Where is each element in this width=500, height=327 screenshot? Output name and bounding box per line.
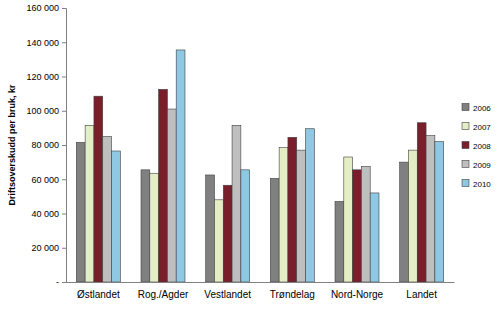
bar (279, 148, 288, 282)
x-tick: Østlandet (77, 282, 120, 300)
y-axis-title: Driftsoverskudd per bruk, kr (7, 84, 17, 206)
x-tick-label: Vestlandet (204, 289, 251, 300)
legend-item: 2009 (462, 161, 491, 170)
y-tick-label: 40 000 (31, 209, 59, 219)
x-tick: Nord-Norge (331, 282, 384, 300)
legend-item: 2007 (462, 123, 491, 132)
bar (112, 151, 121, 282)
bar (103, 136, 112, 282)
y-axis: - 20 000 40 000 60 000 80 000 100 000 120 000 1… (26, 3, 66, 287)
bar (361, 166, 370, 282)
y-tick-label: 80 000 (31, 140, 59, 150)
y-tick: 40 000 (31, 209, 66, 219)
bar (159, 89, 168, 282)
bar (176, 50, 185, 282)
x-axis: Østlandet Rog./Agder Vestlandet Trøndelag No… (67, 282, 455, 300)
y-tick-label: 60 000 (31, 175, 59, 185)
y-tick: 20 000 (31, 243, 66, 253)
bar (214, 200, 223, 282)
x-tick: Trøndelag (270, 282, 315, 300)
bar (408, 150, 417, 282)
bar (232, 125, 241, 282)
bar (417, 123, 426, 282)
bar (335, 202, 344, 282)
series (94, 89, 426, 282)
x-axis-line (67, 282, 455, 283)
y-tick: 140 000 (26, 38, 66, 48)
y-tick-label: 20 000 (31, 243, 59, 253)
y-tick: 120 000 (26, 72, 66, 82)
y-tick: 80 000 (31, 140, 66, 150)
bar (400, 162, 409, 282)
bar (241, 170, 250, 282)
x-tick-label: Østlandet (77, 289, 120, 300)
series (112, 50, 444, 282)
bar (426, 136, 435, 282)
series (103, 109, 435, 282)
y-tick: 160 000 (26, 3, 66, 13)
bars (76, 50, 443, 282)
y-tick-label: 160 000 (26, 3, 59, 13)
y-tick-mark (62, 179, 66, 180)
legend-swatch (462, 104, 469, 111)
legend-label: 2006 (473, 104, 491, 113)
legend-swatch (462, 123, 469, 130)
bar (167, 109, 176, 282)
x-tick-label: Landet (406, 289, 437, 300)
y-tick-mark (62, 77, 66, 78)
x-tick: Vestlandet (204, 282, 251, 300)
y-tick-mark (62, 145, 66, 146)
y-tick-label: 140 000 (26, 38, 59, 48)
bar (85, 125, 94, 282)
x-tick: Rog./Agder (138, 282, 189, 300)
bar (206, 175, 215, 282)
y-tick-mark (62, 8, 66, 9)
chart: - 20 000 40 000 60 000 80 000 100 000 120 000 1… (0, 0, 500, 327)
bar (223, 185, 232, 282)
bar (306, 129, 315, 282)
y-tick-label: 120 000 (26, 72, 59, 82)
legend-label: 2009 (473, 161, 491, 170)
bar (76, 142, 85, 282)
y-tick-mark (62, 214, 66, 215)
legend-item: 2008 (462, 142, 491, 151)
y-tick-label: 100 000 (26, 106, 59, 116)
legend-item: 2010 (462, 180, 491, 189)
bar (297, 150, 306, 282)
bar (370, 193, 379, 282)
y-tick-mark (62, 282, 66, 283)
x-tick-label: Rog./Agder (138, 289, 189, 300)
y-tick: - (56, 277, 66, 287)
legend-swatch (462, 161, 469, 168)
y-axis-line (62, 9, 67, 283)
bar (270, 178, 279, 282)
bar (150, 173, 159, 282)
y-tick-mark (62, 248, 66, 249)
x-tick-label: Trøndelag (270, 289, 315, 300)
series (76, 142, 408, 282)
legend-label: 2007 (473, 123, 491, 132)
bar (435, 142, 444, 282)
y-tick: 60 000 (31, 175, 66, 185)
y-tick: 100 000 (26, 106, 66, 116)
bar (141, 170, 150, 282)
x-tick: Landet (406, 282, 437, 300)
bar (288, 137, 297, 282)
bar (94, 96, 103, 282)
y-tick-mark (62, 42, 66, 43)
legend-label: 2008 (473, 142, 491, 151)
y-tick-mark (62, 111, 66, 112)
series (85, 125, 417, 282)
bar (344, 157, 353, 282)
bar (353, 170, 362, 282)
legend-swatch (462, 142, 469, 149)
legend-swatch (462, 180, 469, 187)
legend: 2006 2007 2008 2009 2010 (462, 104, 491, 189)
legend-label: 2010 (473, 180, 491, 189)
y-tick-label: - (56, 277, 59, 287)
plot: - 20 000 40 000 60 000 80 000 100 000 120 000 1… (26, 3, 454, 300)
x-tick-label: Nord-Norge (331, 289, 384, 300)
legend-item: 2006 (462, 104, 491, 113)
